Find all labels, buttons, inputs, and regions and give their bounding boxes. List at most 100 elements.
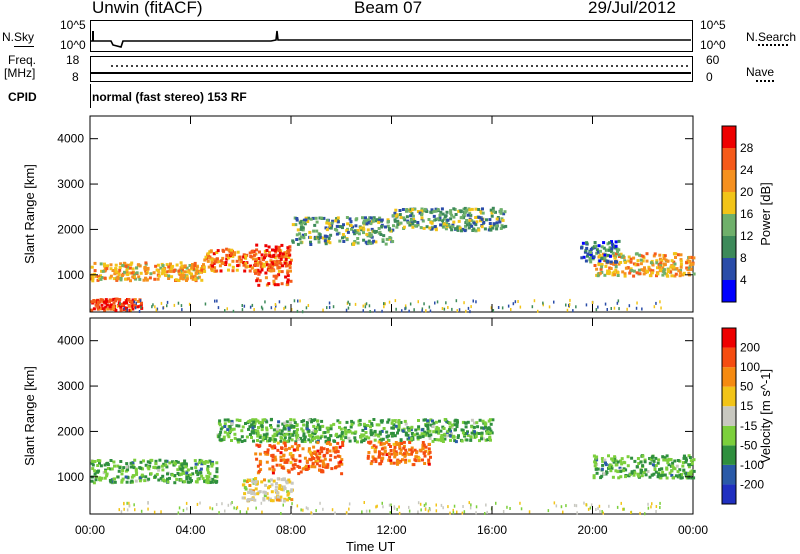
echo-cell — [422, 226, 426, 230]
echo-cell — [617, 255, 621, 258]
echo-cell — [156, 307, 159, 311]
echo-cell — [466, 433, 470, 437]
echo-cell — [179, 269, 183, 273]
echo-cell — [245, 435, 249, 439]
echo-cell — [266, 452, 270, 456]
echo-cell — [499, 208, 503, 212]
echo-cell — [492, 222, 496, 226]
echo-cell — [398, 446, 402, 450]
echo-cell — [319, 216, 323, 220]
echo-cell — [452, 508, 454, 512]
echo-cell — [632, 274, 636, 278]
echo-cell — [607, 454, 610, 458]
echo-cell — [404, 460, 408, 464]
echo-cell — [173, 303, 176, 307]
echo-cell — [638, 272, 642, 276]
echo-cell — [268, 269, 272, 272]
echo-cell — [667, 458, 671, 462]
echo-cell — [433, 225, 437, 229]
echo-cell — [376, 504, 378, 508]
echo-cell — [154, 474, 158, 478]
echo-cell — [371, 455, 375, 459]
echo-cell — [125, 306, 128, 310]
echo-cell — [230, 428, 234, 432]
echo-cell — [213, 258, 217, 262]
freq-tick-bottom: 8 — [72, 70, 79, 84]
echo-cell — [628, 304, 631, 308]
echo-cell — [311, 451, 315, 455]
echo-cell — [200, 268, 204, 272]
echo-cell — [603, 273, 607, 277]
echo-cell — [582, 255, 586, 259]
echo-cell — [619, 469, 623, 473]
nsky-label: N.Sky — [2, 30, 35, 44]
echo-cell — [179, 472, 183, 476]
echo-cell — [131, 461, 135, 465]
echo-cell — [503, 210, 507, 214]
echo-cell — [125, 480, 129, 484]
noise-trace — [91, 30, 691, 48]
echo-cell — [193, 261, 197, 265]
echo-cell — [380, 225, 384, 228]
echo-cell — [341, 434, 345, 438]
echo-cell — [402, 452, 406, 456]
echo-cell — [470, 418, 474, 422]
echo-cell — [295, 217, 299, 220]
echo-cell — [137, 300, 140, 303]
echo-cell — [334, 446, 338, 450]
x-tick-label: 00:00 — [678, 523, 708, 537]
echo-cell — [652, 254, 656, 258]
echo-cell — [305, 506, 308, 510]
echo-cell — [506, 505, 508, 509]
echo-cell — [346, 222, 350, 226]
echo-cell — [553, 501, 556, 505]
echo-cell — [641, 464, 645, 468]
echo-cell — [231, 259, 235, 263]
echo-cell — [598, 259, 602, 263]
echo-cell — [230, 422, 234, 426]
echo-cell — [685, 261, 689, 265]
colorbar-label: Power [dB] — [758, 182, 773, 246]
echo-cell — [309, 440, 312, 444]
echo-cell — [442, 222, 446, 226]
echo-cell — [392, 423, 396, 427]
echo-cell — [166, 477, 169, 481]
echo-cell — [194, 271, 198, 275]
echo-cell — [135, 301, 137, 305]
echo-cell — [258, 435, 262, 439]
echo-cell — [215, 257, 219, 261]
echo-cell — [387, 434, 390, 438]
echo-cell — [397, 461, 401, 465]
echo-cell — [690, 476, 694, 480]
echo-cell — [610, 247, 614, 251]
echo-cell — [445, 221, 449, 225]
echo-cell — [269, 418, 273, 422]
echo-cell — [155, 268, 159, 272]
echo-cell — [318, 428, 322, 431]
echo-cell — [605, 248, 609, 252]
echo-cell — [362, 227, 366, 231]
echo-cell — [592, 454, 596, 458]
echo-cell — [241, 425, 245, 429]
echo-cell — [441, 219, 445, 223]
echo-cell — [660, 467, 664, 471]
x-tick-label: 12:00 — [376, 523, 406, 537]
colorbar-tick-label: 16 — [740, 207, 754, 221]
echo-cell — [408, 223, 412, 227]
echo-cell — [314, 216, 318, 220]
echo-cell — [500, 217, 504, 221]
echo-cell — [210, 258, 214, 262]
echo-cell — [182, 274, 186, 278]
echo-cell — [603, 458, 607, 462]
echo-cell — [366, 218, 370, 222]
echo-cell — [676, 470, 680, 474]
echo-cell — [682, 454, 686, 458]
echo-cell — [270, 445, 274, 449]
echo-cell — [686, 268, 690, 271]
echo-cell — [91, 467, 95, 471]
echo-cell — [109, 459, 113, 462]
echo-cell — [437, 431, 441, 435]
echo-cell — [196, 276, 200, 280]
echo-cell — [186, 468, 190, 472]
